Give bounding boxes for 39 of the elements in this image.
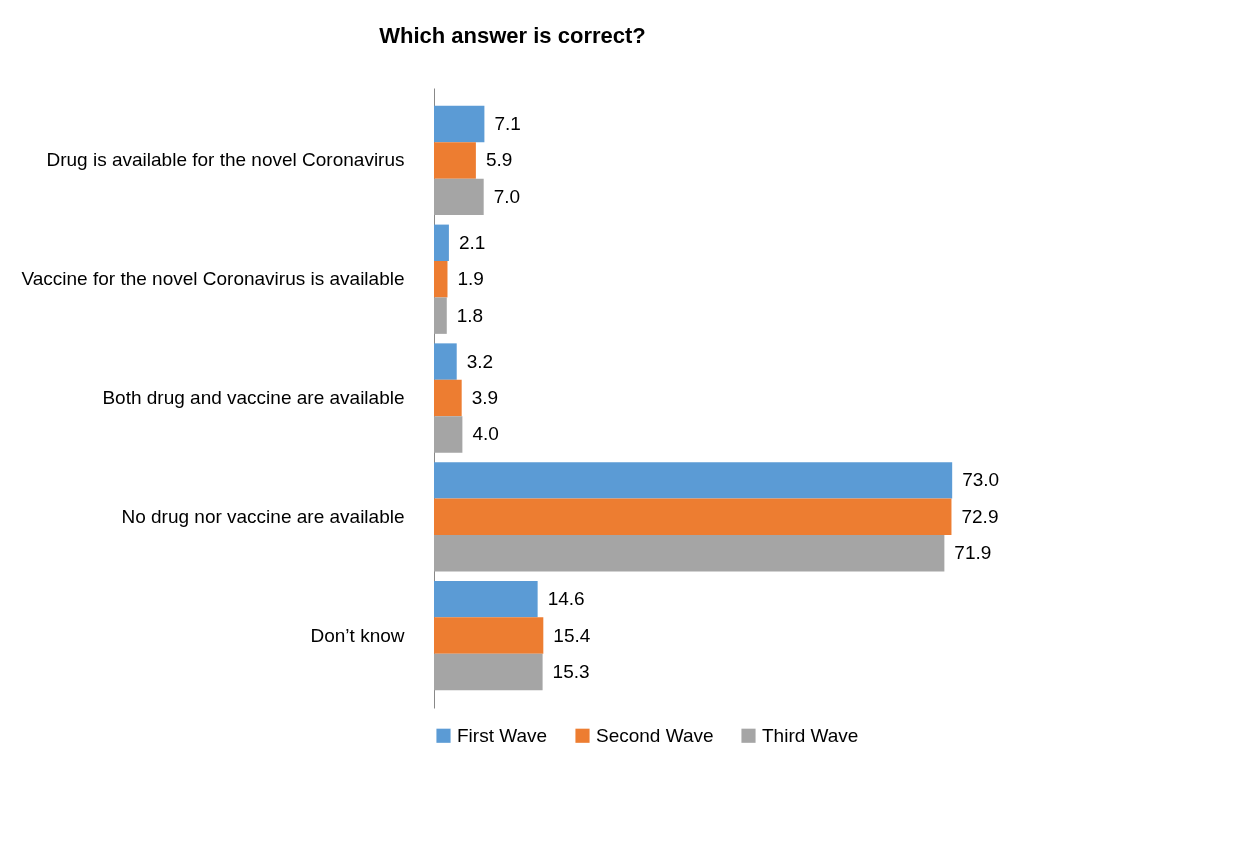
data-label: 14.6 (547, 588, 585, 610)
data-label: 15.3 (552, 660, 590, 682)
bar (434, 379, 462, 417)
y-tick-label: Vaccine for the novel Coronavirus is available (21, 268, 405, 290)
chart-title: Which answer is correct? (379, 23, 646, 48)
bar (434, 343, 457, 380)
y-tick-label: Don’t know (310, 624, 405, 646)
data-label: 71.9 (954, 542, 992, 564)
bar (434, 178, 484, 216)
data-label: 5.9 (485, 149, 513, 171)
bar (434, 297, 447, 334)
bar (434, 462, 953, 499)
bar (434, 105, 485, 143)
y-tick-label: No drug nor vaccine are available (121, 505, 405, 527)
data-label: 3.2 (466, 350, 494, 372)
y-tick-label: Both drug and vaccine are available (102, 387, 405, 408)
data-label: 7.1 (494, 113, 521, 135)
data-label: 73.0 (962, 469, 1000, 491)
legend-label: Second Wave (596, 724, 714, 746)
bar (434, 580, 538, 618)
bar (434, 416, 463, 453)
data-label: 2.1 (458, 231, 486, 253)
legend-label: Third Wave (762, 724, 859, 746)
data-label: 3.9 (471, 387, 499, 408)
data-label: 1.9 (457, 268, 484, 290)
bar (434, 653, 543, 691)
legend-label: First Wave (457, 724, 548, 746)
bar (434, 617, 544, 654)
data-label: 4.0 (472, 423, 499, 445)
data-label: 72.9 (961, 505, 999, 527)
bar (434, 534, 945, 572)
bar (434, 261, 448, 298)
y-tick-label: Drug is available for the novel Coronavirus (46, 149, 405, 171)
data-label: 7.0 (493, 185, 521, 207)
bar (434, 498, 952, 535)
bar (434, 142, 476, 179)
bar (434, 224, 449, 262)
data-label: 15.4 (553, 624, 591, 646)
data-label: 1.8 (456, 304, 484, 326)
